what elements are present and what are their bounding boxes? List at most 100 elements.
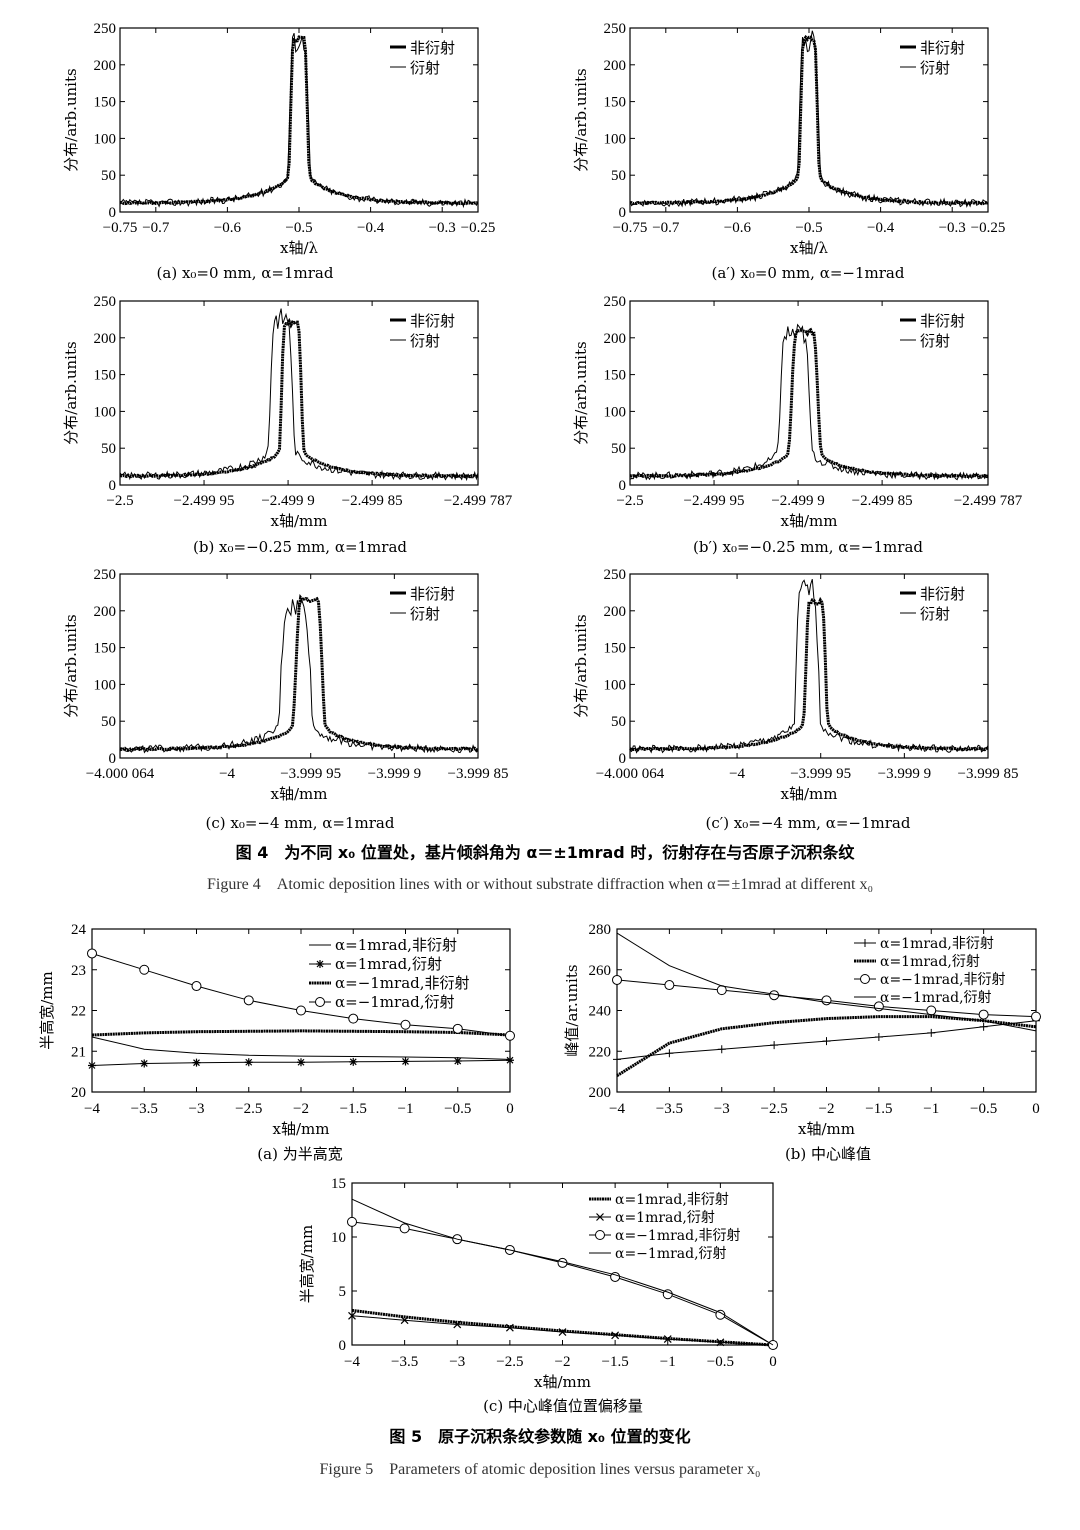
y-tick-label: 100 <box>604 677 627 693</box>
y-tick-label: 50 <box>611 168 626 184</box>
data-point <box>315 997 325 1007</box>
y-tick-label: 5 <box>339 1284 347 1300</box>
chart-5b: 200 220 240 260 280 −4 −3.5 −3 −2.5 −2 −1.5 −1 −0.5 0… <box>563 922 1041 1163</box>
y-tick-label: 21 <box>71 1044 86 1060</box>
x-axis-label: x轴/λ <box>280 239 319 257</box>
x-tick-label: −0.5 <box>285 220 312 236</box>
data-point <box>612 974 622 985</box>
data-point <box>505 1323 514 1332</box>
y-tick-label: 150 <box>94 95 117 111</box>
data-point <box>349 1057 358 1066</box>
data-point <box>87 948 97 959</box>
data-point <box>139 964 150 975</box>
figure-5-caption-cn: 图 5 原子沉积条纹参数随 x₀ 位置的变化 <box>389 1427 690 1446</box>
curve-non-diffraction <box>119 594 478 752</box>
y-tick-label: 200 <box>94 604 117 620</box>
legend-label: 衍射 <box>920 59 950 77</box>
x-tick-label: −2.499 95 <box>174 493 235 509</box>
legend-entry: α=1mrad,衍射 <box>589 1210 715 1226</box>
chart-subcaption: (c) 中心峰值位置偏移量 <box>483 1397 643 1415</box>
x-axis-label: x轴/mm <box>271 785 328 803</box>
chart-5a: 20 21 22 23 24 −4 −3.5 −3 −2.5 −2 −1.5 −1 −0.5 0 x轴/mm… <box>38 922 515 1163</box>
legend-label: 非衍射 <box>410 585 455 603</box>
legend-label: 非衍射 <box>920 585 965 603</box>
y-tick-label: 15 <box>331 1176 346 1192</box>
y-axis-label: 分布/arb.units <box>62 341 80 444</box>
panel-c: 0 50 100 150 200 250 −4.000 064 −4 −3.999 95 −3.9… <box>62 567 508 832</box>
legend-label: α=−1mrad,非衍射 <box>880 972 1006 988</box>
x-tick-label: −0.6 <box>724 220 752 236</box>
plot-frame <box>629 573 989 759</box>
x-tick-label: −2.499 85 <box>342 493 403 509</box>
data-point <box>140 1059 149 1068</box>
x-tick-label: −4.000 064 <box>596 766 665 782</box>
legend-label: α=1mrad,衍射 <box>335 955 442 973</box>
y-tick-label: 150 <box>604 95 627 111</box>
series-2 <box>91 1029 511 1037</box>
x-axis-label: x轴/mm <box>798 1120 855 1138</box>
data-point <box>505 1030 515 1041</box>
figure-5: 20 21 22 23 24 −4 −3.5 −3 −2.5 −2 −1.5 −1 −0.5 0 x轴/mm… <box>38 922 1041 1415</box>
x-tick-label: −4.000 064 <box>86 766 155 782</box>
x-tick-label: −4 <box>219 766 235 782</box>
y-tick-label: 260 <box>589 963 612 979</box>
panel-subcaption: (c) x₀=−4 mm, α=1mrad <box>206 814 395 832</box>
x-tick-label: −4 <box>84 1101 100 1117</box>
y-tick-label: 100 <box>604 131 627 147</box>
legend-label: α=1mrad,非衍射 <box>615 1192 729 1208</box>
data-point <box>296 1005 306 1016</box>
y-tick-label: 0 <box>109 751 117 767</box>
series-3 <box>616 932 1037 1032</box>
chart-5c: 0 5 10 15 −4 −3.5 −3 −2.5 −2 −1.5 −1 −0.5 0 x轴/mm 半高宽/… <box>298 1176 778 1415</box>
y-axis-label: 分布/arb.units <box>62 614 80 717</box>
series-line <box>616 1015 1037 1077</box>
curve-diffraction <box>629 30 989 208</box>
plot-frame <box>119 300 479 486</box>
x-tick-label: −1.5 <box>865 1101 892 1117</box>
data-point <box>191 981 202 992</box>
y-tick-label: 23 <box>71 963 86 979</box>
curve-non-diffraction <box>119 35 479 206</box>
x-tick-label: −0.4 <box>867 220 895 236</box>
x-tick-label: −0.6 <box>214 220 242 236</box>
x-tick-label: 0 <box>1032 1101 1040 1117</box>
panel-subcaption: (a′) x₀=0 mm, α=−1mrad <box>712 264 905 282</box>
legend-label: 衍射 <box>920 332 950 350</box>
data-point <box>1031 1011 1041 1022</box>
data-point <box>316 960 324 968</box>
x-tick-label: −1 <box>398 1101 414 1117</box>
x-tick-label: −3.999 85 <box>448 766 509 782</box>
legend-label: α=−1mrad,非衍射 <box>335 974 470 992</box>
data-point <box>665 1049 674 1058</box>
data-point <box>400 1019 411 1030</box>
data-point <box>926 1005 937 1016</box>
x-tick-label: 0 <box>769 1354 777 1370</box>
legend-entry: α=1mrad,衍射 <box>309 955 442 973</box>
curve-non-diffraction <box>119 317 479 479</box>
series-3 <box>87 948 515 1041</box>
y-tick-label: 240 <box>589 1004 612 1020</box>
legend-label: 衍射 <box>410 59 440 77</box>
x-tick-label: −2.499 85 <box>852 493 913 509</box>
y-axis-label: 分布/arb.units <box>572 614 590 717</box>
legend-entry: α=−1mrad,非衍射 <box>309 974 470 992</box>
x-tick-label: −0.3 <box>429 220 456 236</box>
data-point <box>663 1335 672 1343</box>
series-line <box>351 1198 774 1346</box>
x-tick-label: −0.25 <box>461 220 496 236</box>
x-tick-label: −3.999 9 <box>878 766 931 782</box>
y-tick-label: 50 <box>611 714 626 730</box>
plot-frame <box>629 300 989 486</box>
y-tick-label: 0 <box>109 205 117 221</box>
legend-label: 衍射 <box>410 332 440 350</box>
x-tick-label: −3.999 95 <box>280 766 341 782</box>
y-axis-label: 峰值/ar.units <box>563 964 581 1056</box>
y-tick-label: 220 <box>589 1044 612 1060</box>
y-tick-label: 0 <box>619 478 627 494</box>
series-0 <box>351 1308 774 1347</box>
y-axis-label: 分布/arb.units <box>572 341 590 444</box>
y-tick-label: 250 <box>94 567 117 583</box>
x-tick-label: −2.5 <box>761 1101 788 1117</box>
series-3 <box>351 1198 774 1346</box>
legend-label: 非衍射 <box>920 39 965 57</box>
